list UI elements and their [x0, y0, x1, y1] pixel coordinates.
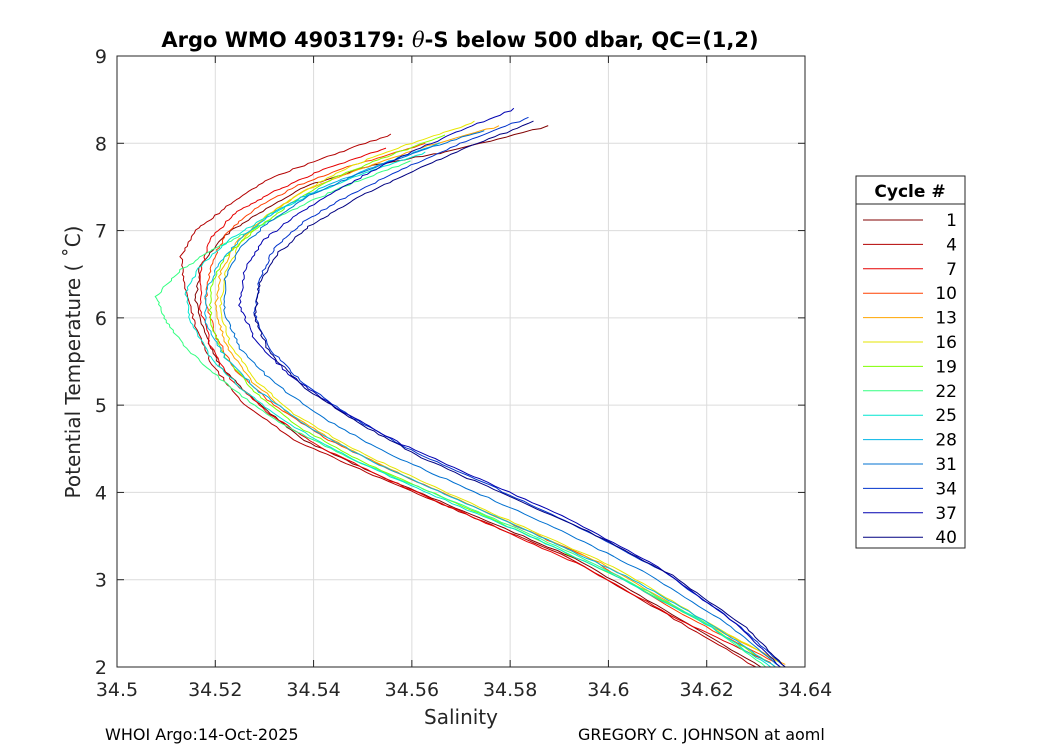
- series-lines: [154, 107, 786, 668]
- legend-label-cycle-40: 40: [935, 528, 957, 548]
- legend-label-cycle-19: 19: [935, 357, 957, 377]
- x-tick-label: 34.5: [96, 679, 138, 701]
- legend-label-cycle-16: 16: [935, 333, 957, 353]
- x-axis-label: Salinity: [424, 705, 498, 729]
- legend-label-cycle-4: 4: [946, 235, 957, 255]
- series-line-cycle-25: [184, 151, 771, 668]
- series-line-cycle-1: [194, 125, 762, 668]
- series-line-cycle-40: [253, 120, 786, 668]
- chart-title-prefix: Argo WMO 4903179:: [161, 28, 412, 52]
- grid-lines: [116, 55, 806, 668]
- legend-label-cycle-37: 37: [935, 504, 957, 524]
- legend: Cycle # 1 4 7 10 13 16 19 22 25 28 31 34 37 40: [855, 175, 966, 549]
- x-tick-label: 34.56: [385, 679, 439, 701]
- y-tick-label: 8: [95, 133, 107, 155]
- footer-source: WHOI Argo:14-Oct-2025: [105, 725, 299, 744]
- y-tick-label: 6: [95, 308, 107, 330]
- series-line-cycle-31: [223, 130, 781, 668]
- legend-title: Cycle #: [874, 182, 945, 202]
- series-line-cycle-28: [204, 142, 776, 668]
- series-line-cycle-10: [204, 142, 776, 664]
- x-tick-label: 34.58: [483, 679, 537, 701]
- series-line-cycle-22: [154, 160, 767, 668]
- legend-title-box: [855, 175, 966, 205]
- legend-label-cycle-22: 22: [935, 382, 957, 402]
- x-tick-label: 34.64: [778, 679, 832, 701]
- legend-label-cycle-25: 25: [935, 406, 957, 426]
- x-tick-label: 34.52: [188, 679, 242, 701]
- chart-title-suffix: -S below 500 dbar, QC=(1,2): [425, 28, 759, 52]
- series-line-cycle-19: [208, 134, 776, 668]
- y-tick-label: 7: [95, 221, 107, 243]
- x-tick-label: 34.62: [680, 679, 734, 701]
- legend-box: [855, 203, 966, 549]
- legend-label-cycle-31: 31: [935, 455, 957, 475]
- legend-label-cycle-1: 1: [946, 211, 957, 231]
- y-tick-label: 2: [95, 657, 107, 679]
- series-line-cycle-4: [179, 133, 757, 668]
- x-tick-label: 34.6: [587, 679, 629, 701]
- x-tick-label: 34.54: [286, 679, 340, 701]
- chart-title-symbol: θ: [412, 28, 425, 52]
- series-line-cycle-16: [219, 120, 781, 664]
- y-tick-label: 4: [95, 482, 107, 504]
- axis-ticks: 34.5 34.52 34.54 34.56 34.58 34.6 34.62 34.64 2 3…: [95, 46, 832, 701]
- y-axis-label: Potential Temperature ( ˚C): [61, 226, 85, 499]
- y-tick-label: 5: [95, 395, 107, 417]
- y-tick-label: 3: [95, 570, 107, 592]
- series-line-cycle-37: [238, 107, 781, 668]
- series-line-cycle-34: [253, 116, 786, 668]
- footer-author: GREGORY C. JOHNSON at aoml: [578, 725, 825, 744]
- legend-label-cycle-34: 34: [935, 479, 957, 499]
- y-tick-label: 9: [95, 46, 107, 68]
- plot-area-frame: [116, 55, 806, 668]
- series-line-cycle-7: [199, 147, 771, 664]
- chart-title: Argo WMO 4903179: θ-S below 500 dbar, QC…: [161, 28, 758, 52]
- legend-label-cycle-10: 10: [935, 284, 957, 304]
- legend-label-cycle-28: 28: [935, 431, 957, 451]
- legend-label-cycle-13: 13: [935, 309, 957, 329]
- legend-label-cycle-7: 7: [946, 260, 957, 280]
